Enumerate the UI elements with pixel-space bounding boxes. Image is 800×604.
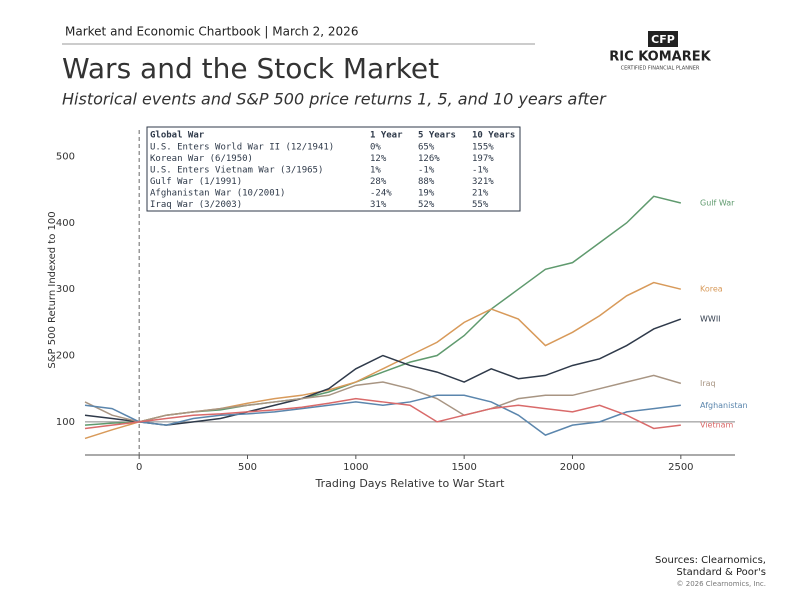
copyright: © 2026 Clearnomics, Inc. — [677, 580, 766, 588]
sources: Sources: Clearnomics, — [655, 555, 766, 566]
table-cell: -1% — [472, 166, 489, 176]
table-cell: 55% — [472, 200, 489, 210]
chart-subtitle: Historical events and S&P 500 price retu… — [62, 90, 607, 109]
table-cell: Iraq War (3/2003) — [150, 200, 242, 210]
series-label: Korea — [700, 285, 723, 294]
table-cell: -1% — [418, 166, 435, 176]
y-axis-label: S&P 500 Return Indexed to 100 — [47, 211, 58, 368]
table-cell: 0% — [370, 143, 381, 153]
table-cell: 88% — [418, 177, 435, 187]
sources: Standard & Poor's — [676, 567, 766, 578]
series-label: Vietnam — [700, 421, 734, 430]
logo-name: RIC KOMAREK — [609, 50, 711, 65]
table-cell: 28% — [370, 177, 387, 187]
x-tick-label: 2000 — [560, 462, 585, 473]
table-cell: Afghanistan War (10/2001) — [150, 189, 285, 199]
header: Market and Economic Chartbook | March 2,… — [65, 25, 358, 39]
chart-title: Wars and the Stock Market — [62, 52, 439, 85]
series-label: Gulf War — [700, 198, 735, 207]
x-axis-label: Trading Days Relative to War Start — [314, 477, 505, 490]
x-tick-label: 2500 — [668, 462, 693, 473]
logo-badge-box — [648, 31, 678, 47]
series-line — [84, 318, 682, 426]
y-tick-label: 300 — [56, 284, 75, 295]
table-header: 10 Years — [472, 131, 515, 141]
table-cell: 21% — [472, 189, 489, 199]
x-tick-label: 500 — [238, 462, 257, 473]
table-cell: 52% — [418, 200, 435, 210]
plot: 100 200 300 400 500 0 500 1000 1500 2000 2500 Gulf … — [56, 130, 748, 473]
series-line — [84, 374, 682, 423]
table-cell: 155% — [472, 143, 494, 153]
table-cell: U.S. Enters World War II (12/1941) — [150, 143, 334, 153]
series-line — [84, 397, 681, 430]
y-tick-label: 100 — [56, 417, 75, 428]
series-label: Iraq — [700, 379, 716, 388]
table-header: 5 Years — [418, 131, 456, 141]
table-cell: 12% — [370, 154, 387, 164]
table-header: Global War — [150, 131, 205, 141]
table-header: 1 Year — [370, 131, 403, 141]
table-box — [146, 126, 521, 212]
series-label: Afghanistan — [700, 401, 748, 410]
table-cell: 321% — [472, 177, 494, 187]
table-cell: 31% — [370, 200, 387, 210]
y-tick-label: 400 — [56, 218, 75, 229]
y-tick-label: 500 — [56, 152, 75, 163]
table-cell: 1% — [370, 166, 381, 176]
table-cell: Korean War (6/1950) — [150, 154, 253, 164]
table-cell: 19% — [418, 189, 435, 199]
x-tick-label: 1000 — [343, 462, 368, 473]
x-tick-label: 0 — [136, 462, 142, 473]
x-tick-label: 1500 — [451, 462, 476, 473]
table-cell: U.S. Enters Vietnam War (3/1965) — [150, 166, 323, 176]
table-cell: 65% — [418, 143, 435, 153]
table: Global War 1 Year 5 Years 10 Years U.S. Ente… — [146, 126, 521, 212]
table-cell: 197% — [472, 154, 494, 164]
table-cell: Gulf War (1/1991) — [150, 177, 242, 187]
logo-badge: CFP — [651, 33, 675, 46]
table-cell: -24% — [370, 189, 392, 199]
series-line — [84, 394, 681, 436]
logo-tagline: CERTIFIED FINANCIAL PLANNER — [621, 66, 700, 72]
series-label: WWII — [700, 315, 721, 324]
y-tick-label: 200 — [56, 351, 75, 362]
table-cell: 126% — [418, 154, 440, 164]
